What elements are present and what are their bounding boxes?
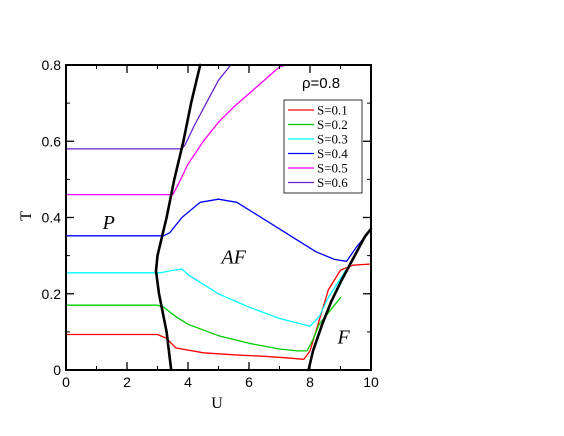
- y-tick-label: 0: [53, 362, 61, 378]
- x-tick-label: 4: [184, 374, 192, 390]
- phase-boundary-line: [307, 227, 373, 372]
- x-tick-label: 8: [306, 374, 314, 390]
- series-lines: [65, 63, 373, 372]
- series-line-s-0-6: [65, 64, 232, 150]
- x-tick-label: 0: [62, 374, 70, 390]
- region-label-af: AF: [220, 246, 247, 268]
- x-tick-label: 6: [245, 374, 253, 390]
- density-annotation: ρ=0.8: [302, 75, 340, 92]
- series-line-s-0-1: [65, 263, 372, 360]
- region-label-p: P: [102, 212, 115, 234]
- x-tick-label: 10: [363, 374, 379, 390]
- legend: S=0.1S=0.2S=0.3S=0.4S=0.5S=0.6: [283, 99, 363, 194]
- region-label-f: F: [336, 326, 350, 348]
- series-line-s-0-5: [65, 64, 287, 196]
- legend-label: S=0.4: [317, 146, 348, 161]
- y-tick-label: 0.4: [42, 210, 62, 226]
- legend-label: S=0.5: [317, 161, 348, 176]
- legend-label: S=0.2: [317, 117, 348, 132]
- series-line-s-0-4: [65, 198, 372, 262]
- series-line-s-0-3: [65, 258, 354, 327]
- x-tick-label: 2: [123, 374, 131, 390]
- y-tick-label: 0.2: [42, 286, 62, 302]
- x-axis-title: U: [211, 395, 223, 412]
- legend-label: S=0.3: [317, 132, 348, 147]
- axes: 0 2 4 6 8 10 0 0.2 0.4 0.6 0.8: [42, 57, 379, 390]
- y-axis-title: T: [18, 211, 35, 221]
- phase-boundary-line: [154, 63, 202, 372]
- legend-label: S=0.6: [317, 175, 348, 190]
- y-tick-label: 0.6: [42, 133, 62, 149]
- y-tick-label: 0.8: [42, 57, 62, 73]
- legend-box: [283, 99, 363, 194]
- legend-label: S=0.1: [317, 103, 348, 118]
- series-line-s-0-2: [65, 296, 342, 352]
